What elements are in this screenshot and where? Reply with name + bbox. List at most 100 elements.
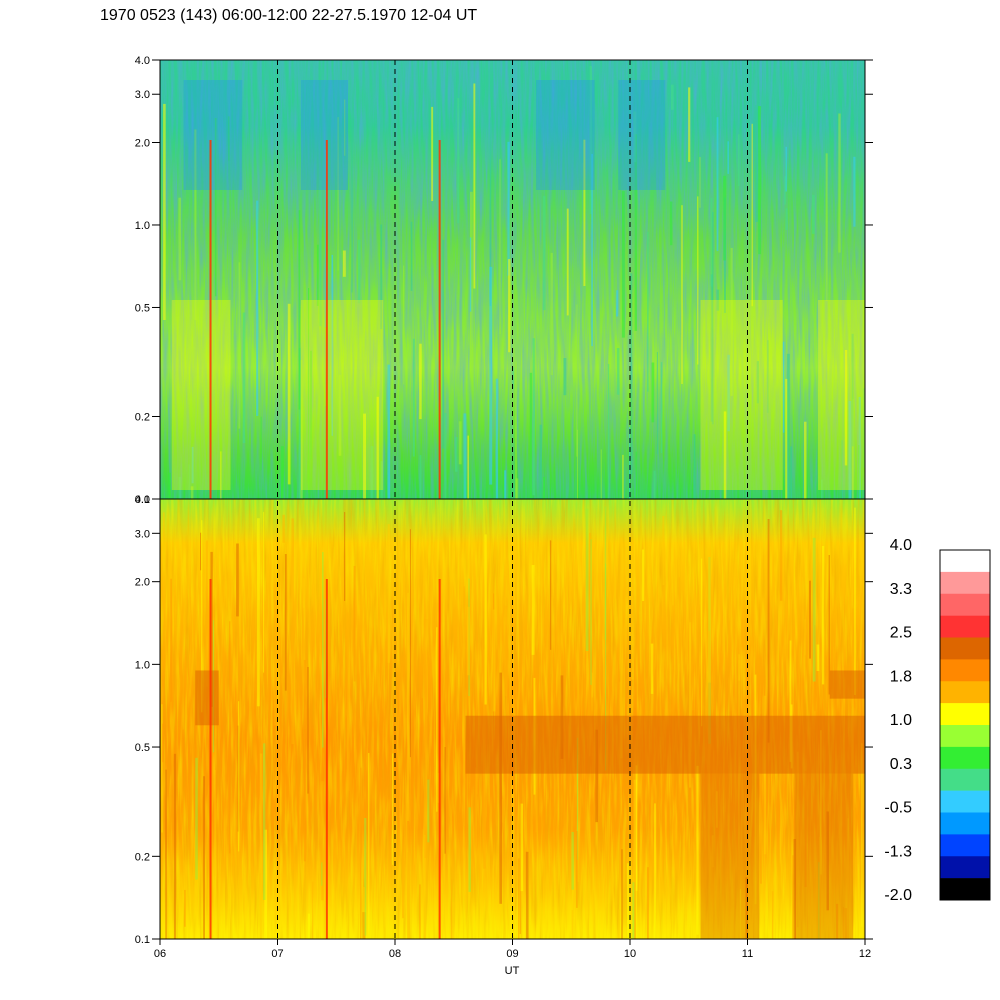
- top-streak: [787, 353, 790, 499]
- top-streak: [512, 367, 514, 390]
- bottom-streak: [739, 888, 742, 939]
- top-streak: [737, 134, 740, 186]
- y-tick-label: 0.1: [135, 494, 150, 506]
- top-blue-patch: [301, 80, 348, 190]
- top-streak: [380, 461, 383, 499]
- y-tick-label: 0.2: [135, 412, 150, 424]
- top-streak: [767, 340, 769, 413]
- bottom-streak: [662, 515, 665, 586]
- bottom-streak: [162, 723, 164, 763]
- top-streak: [863, 388, 865, 468]
- top-streak: [710, 198, 713, 287]
- top-streak: [820, 479, 823, 499]
- top-streak: [515, 361, 517, 499]
- bottom-streak: [263, 511, 265, 673]
- bottom-streak: [654, 803, 656, 939]
- top-streak: [681, 205, 683, 384]
- bottom-streak: [796, 751, 799, 928]
- bottom-brown-column: [700, 773, 760, 939]
- bottom-streak: [307, 913, 311, 939]
- top-streak: [308, 288, 310, 493]
- bottom-streak: [206, 540, 208, 687]
- top-streak: [634, 134, 637, 331]
- bottom-streak: [284, 554, 287, 691]
- bottom-streak: [238, 701, 240, 852]
- bottom-streak: [201, 520, 203, 713]
- top-streak: [699, 157, 701, 208]
- bottom-streak: [475, 767, 478, 846]
- top-streak: [458, 421, 462, 465]
- top-streak: [238, 262, 241, 429]
- bottom-streak: [409, 529, 411, 758]
- bottom-streak: [646, 867, 649, 939]
- colorbar-label: 3.3: [890, 581, 912, 598]
- top-streak: [852, 398, 854, 499]
- bottom-streak: [402, 858, 405, 919]
- bottom-streak: [852, 608, 854, 811]
- bottom-streak: [436, 627, 438, 812]
- y-tick-label: 3.0: [135, 89, 150, 101]
- bottom-streak: [476, 627, 478, 795]
- top-streak: [507, 141, 510, 276]
- hour-dashed-lines: [277, 60, 748, 939]
- bottom-streak: [818, 862, 820, 939]
- bottom-streak: [321, 862, 323, 886]
- bottom-streak: [842, 907, 844, 939]
- top-blue-patch: [536, 80, 595, 190]
- colorbar-swatch: [940, 768, 990, 791]
- colorbar-swatch: [940, 637, 990, 660]
- top-streak: [467, 435, 469, 499]
- bottom-streak: [368, 753, 370, 939]
- bottom-streak: [303, 659, 306, 862]
- bottom-streak: [595, 729, 598, 823]
- top-streak: [566, 208, 569, 316]
- bottom-streak: [571, 910, 574, 939]
- bottom-streak: [484, 534, 487, 705]
- top-yellow-patch: [301, 300, 384, 490]
- top-streak: [444, 413, 447, 499]
- bottom-streak: [407, 592, 410, 821]
- top-streak: [730, 248, 733, 396]
- bottom-streak: [763, 695, 767, 855]
- top-streak: [607, 363, 610, 499]
- bottom-streak: [512, 791, 515, 932]
- bottom-streak: [634, 707, 636, 939]
- top-streak: [651, 362, 655, 423]
- bottom-streak: [804, 770, 807, 887]
- top-streak: [220, 451, 222, 499]
- colorbar-swatch: [940, 790, 990, 813]
- bottom-streak: [525, 851, 529, 939]
- y-tick-label: 4.0: [135, 55, 150, 67]
- top-streak: [693, 434, 696, 499]
- colorbar-swatch: [940, 593, 990, 616]
- top-streak: [529, 372, 533, 498]
- top-streak: [716, 289, 720, 311]
- bottom-streak: [264, 829, 267, 939]
- bottom-streak: [771, 891, 774, 939]
- colorbar-label: -2.0: [884, 887, 912, 904]
- top-streak: [410, 221, 413, 291]
- top-streak: [455, 437, 458, 472]
- top-streak: [550, 252, 553, 376]
- bottom-streak: [793, 839, 796, 939]
- top-streak: [751, 123, 753, 307]
- bottom-streak: [519, 833, 521, 934]
- bottom-streak: [621, 849, 623, 939]
- top-streak: [755, 105, 759, 222]
- bottom-streak: [499, 672, 502, 904]
- top-streak: [344, 99, 346, 156]
- bottom-streak: [214, 770, 216, 876]
- top-streak: [589, 66, 592, 215]
- bottom-streak: [229, 621, 231, 854]
- colorbar-swatch: [940, 659, 990, 682]
- y-tick-label: 1.0: [135, 659, 150, 671]
- top-streak: [504, 470, 507, 499]
- top-streak: [812, 194, 815, 234]
- top-streak: [577, 429, 578, 499]
- bottom-streak: [576, 737, 579, 860]
- top-streak: [256, 200, 259, 416]
- colorbar-swatch: [940, 878, 990, 901]
- x-tick-label: 07: [271, 948, 283, 960]
- bottom-streak: [407, 852, 411, 939]
